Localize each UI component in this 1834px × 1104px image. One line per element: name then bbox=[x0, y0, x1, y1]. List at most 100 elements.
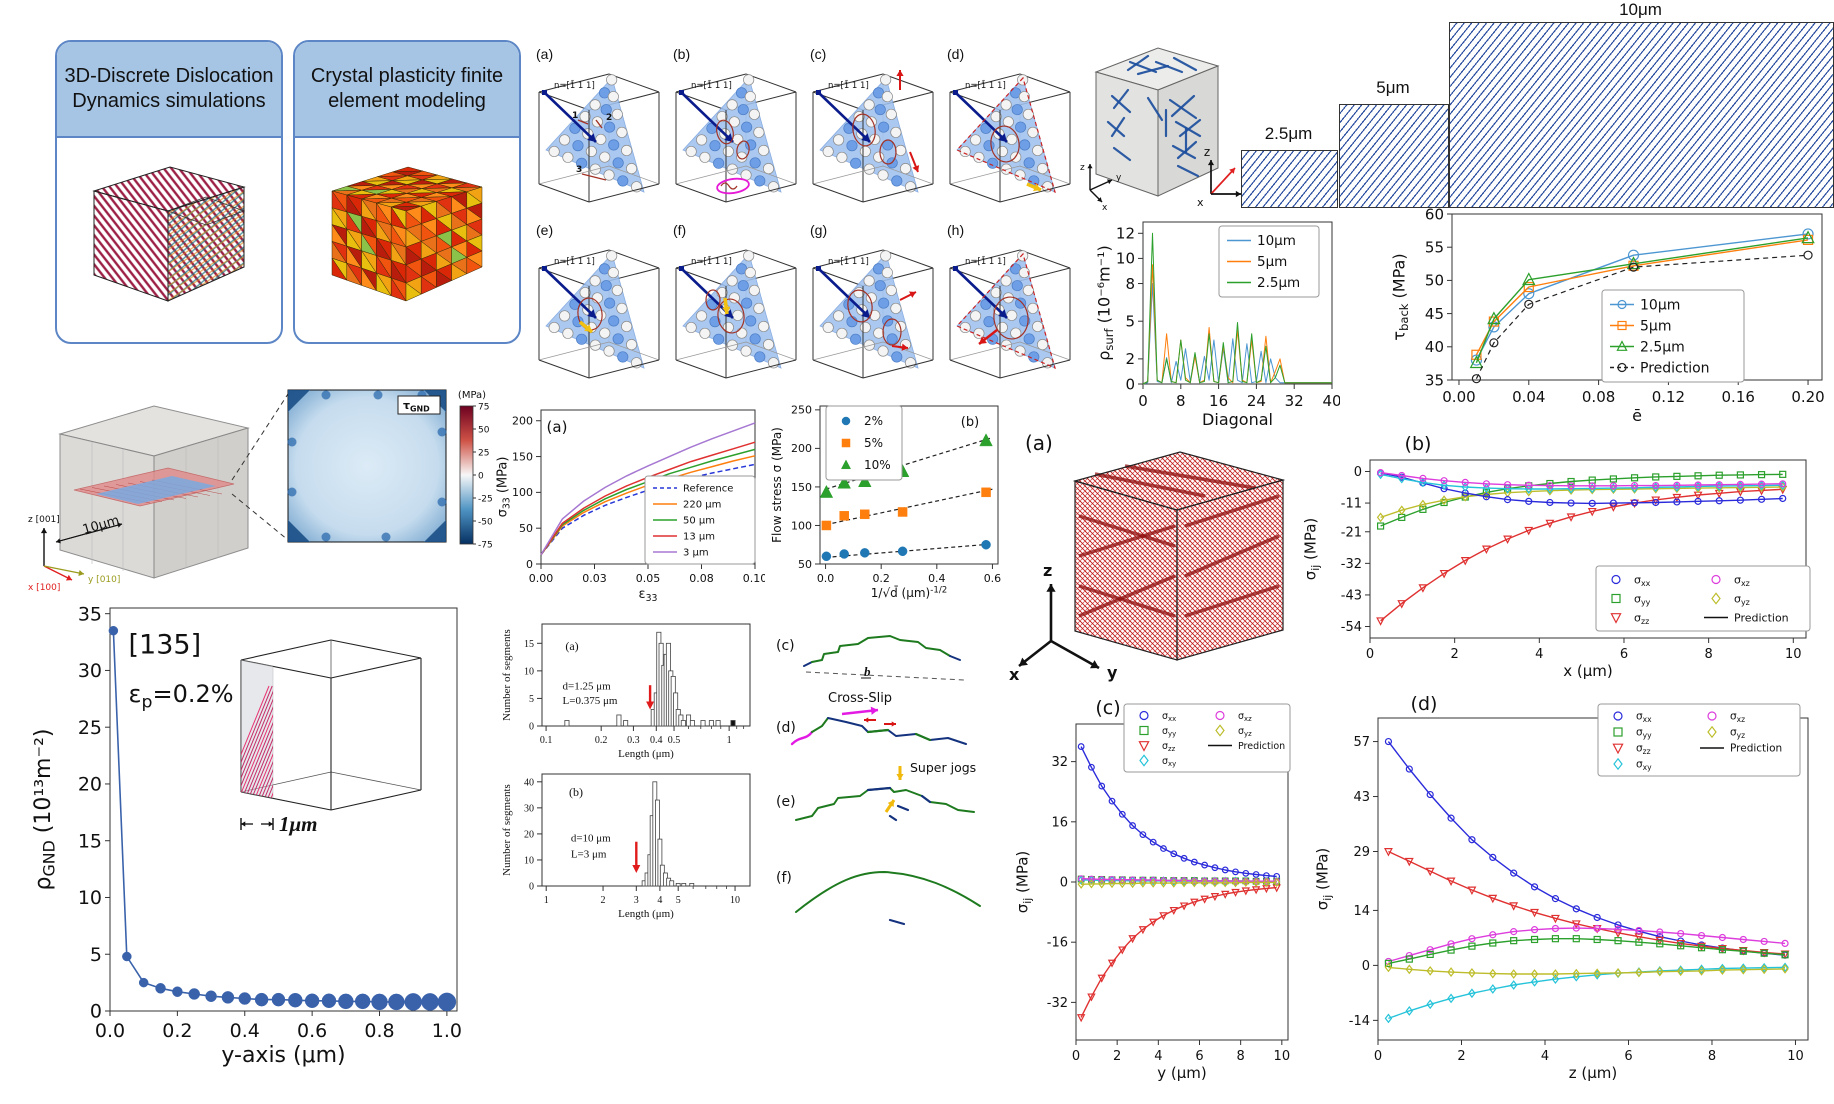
svg-text:z [001]: z [001] bbox=[28, 515, 60, 525]
svg-text:σxx: σxx bbox=[1162, 711, 1176, 723]
svg-text:0: 0 bbox=[529, 882, 534, 893]
svg-text:1μm: 1μm bbox=[279, 812, 318, 836]
svg-text:εp=0.2%: εp=0.2% bbox=[129, 680, 234, 712]
svg-text:43: 43 bbox=[1353, 790, 1370, 805]
svg-text:0.0: 0.0 bbox=[817, 572, 835, 585]
svg-text:0.2: 0.2 bbox=[595, 735, 608, 746]
slip-panel-letter: (c) bbox=[810, 46, 827, 62]
svg-text:σxy: σxy bbox=[1162, 756, 1176, 768]
svg-text:σyy: σyy bbox=[1636, 727, 1652, 740]
ddd-method-title: 3D-Discrete Dislocation Dynamics simulat… bbox=[64, 65, 274, 112]
svg-text:σyy: σyy bbox=[1634, 592, 1651, 606]
svg-text:σzz: σzz bbox=[1634, 611, 1649, 625]
svg-text:55: 55 bbox=[1425, 238, 1444, 256]
svg-text:50: 50 bbox=[1425, 272, 1444, 290]
svg-text:0.6: 0.6 bbox=[984, 572, 1002, 585]
cpfem-method-body bbox=[295, 138, 519, 336]
cpfem-method-title: Crystal plasticity finite element modeli… bbox=[310, 65, 504, 112]
ddd-method-header: 3D-Discrete Dislocation Dynamics simulat… bbox=[57, 42, 281, 138]
svg-text:(b): (b) bbox=[569, 785, 583, 799]
chart-svg-hist_b: 1 2 3 4 5 10 0 10 20 30 40 Length (μm) Number of seg… bbox=[501, 773, 751, 920]
svg-text:(a): (a) bbox=[565, 639, 578, 653]
svg-text:0: 0 bbox=[1072, 1049, 1080, 1064]
slip-panel-c: (c) n=[1̄ 1 1] bbox=[806, 44, 943, 220]
svg-text:8: 8 bbox=[1708, 1049, 1716, 1064]
svg-text:4: 4 bbox=[657, 895, 662, 906]
svg-text:z: z bbox=[1080, 163, 1085, 173]
dislocation-line-sketches: (c) (d) (e) (f) b Cross-Slip Super jogs bbox=[772, 614, 1017, 951]
svg-text:2: 2 bbox=[601, 895, 606, 906]
svg-text:-43: -43 bbox=[1341, 588, 1362, 603]
svg-text:(f): (f) bbox=[776, 870, 792, 886]
dislocation-box-10um bbox=[1449, 22, 1834, 208]
svg-text:14: 14 bbox=[1353, 904, 1370, 919]
svg-text:0.10: 0.10 bbox=[743, 572, 765, 585]
svg-text:16: 16 bbox=[1051, 815, 1068, 830]
svg-text:n=[1̄ 1 1]: n=[1̄ 1 1] bbox=[554, 255, 595, 267]
svg-text:20: 20 bbox=[524, 829, 534, 840]
cpfem-method-header: Crystal plasticity finite element modeli… bbox=[295, 42, 519, 138]
svg-text:8: 8 bbox=[1176, 392, 1186, 410]
svg-text:250: 250 bbox=[791, 404, 812, 417]
segment-cube-figure: z y x bbox=[1078, 38, 1233, 217]
svg-text:d=10 μm: d=10 μm bbox=[571, 833, 611, 845]
svg-text:0.2: 0.2 bbox=[872, 572, 890, 585]
ddd-method-box: 3D-Discrete Dislocation Dynamics simulat… bbox=[55, 40, 283, 344]
svg-text:0.4: 0.4 bbox=[928, 572, 946, 585]
slip-cube-svg: n=[1̄ 1 1] bbox=[812, 70, 934, 203]
svg-text:0.08: 0.08 bbox=[689, 572, 714, 585]
gnd-stress-section: 10μm z [001] x [100] y [010] τGND (MPa) 75 50 25… bbox=[26, 382, 496, 601]
svg-text:σxz: σxz bbox=[1238, 711, 1252, 723]
svg-text:32: 32 bbox=[1051, 755, 1068, 770]
svg-text:100: 100 bbox=[791, 519, 812, 532]
svg-text:35: 35 bbox=[1425, 371, 1444, 389]
svg-text:ρsurf (10⁻⁶m⁻¹): ρsurf (10⁻⁶m⁻¹) bbox=[1094, 245, 1116, 360]
svg-text:0.2: 0.2 bbox=[162, 1020, 192, 1042]
svg-text:40: 40 bbox=[524, 777, 534, 788]
svg-text:n=[1̄ 1 1]: n=[1̄ 1 1] bbox=[691, 255, 732, 267]
svg-text:60: 60 bbox=[1425, 205, 1444, 223]
svg-text:b: b bbox=[864, 664, 871, 679]
svg-text:-16: -16 bbox=[1047, 936, 1068, 951]
svg-text:1/√d̄ (μm)-1/2: 1/√d̄ (μm)-1/2 bbox=[871, 585, 947, 600]
size-comparison-figure: zDyx 2.5μm 5μm 10μm bbox=[1195, 0, 1834, 210]
svg-text:0.5: 0.5 bbox=[668, 735, 681, 746]
svg-text:10: 10 bbox=[730, 895, 740, 906]
svg-text:-11: -11 bbox=[1341, 497, 1362, 512]
svg-text:25: 25 bbox=[478, 449, 489, 459]
svg-text:(e): (e) bbox=[776, 794, 796, 810]
svg-text:30: 30 bbox=[524, 803, 534, 814]
svg-text:σyy: σyy bbox=[1162, 726, 1176, 738]
method-pipeline: 3D-Discrete Dislocation Dynamics simulat… bbox=[55, 40, 521, 344]
slip-panel-letter: (b) bbox=[673, 46, 691, 62]
slip-panel-letter: (h) bbox=[947, 222, 965, 238]
svg-text:10: 10 bbox=[524, 855, 534, 866]
size-label-2p5um: 2.5μm bbox=[1264, 124, 1313, 143]
svg-text:2.5μm: 2.5μm bbox=[1640, 339, 1685, 355]
inset-cube-svg: 1μm bbox=[240, 639, 422, 836]
svg-text:3: 3 bbox=[576, 165, 582, 175]
svg-text:0.6: 0.6 bbox=[297, 1020, 327, 1042]
svg-text:10: 10 bbox=[524, 666, 534, 677]
svg-text:4: 4 bbox=[1535, 647, 1543, 662]
fem-cube-figure bbox=[314, 151, 500, 324]
svg-text:y (μm): y (μm) bbox=[1157, 1064, 1207, 1082]
chart-flow-stress: 0.0 0.2 0.4 0.6 50 100 150 200 250 1/√d̄ (μm)-1/2… bbox=[768, 392, 1008, 619]
svg-text:L=3 μm: L=3 μm bbox=[571, 848, 607, 860]
slip-panel-letter: (g) bbox=[810, 222, 828, 238]
svg-text:10μm: 10μm bbox=[1257, 233, 1296, 249]
svg-text:ē: ē bbox=[1632, 406, 1642, 425]
svg-text:L=0.375 μm: L=0.375 μm bbox=[563, 695, 618, 707]
svg-text:3: 3 bbox=[634, 895, 639, 906]
svg-text:35: 35 bbox=[78, 603, 102, 625]
svg-text:(a): (a) bbox=[547, 418, 568, 436]
svg-text:1: 1 bbox=[727, 735, 732, 746]
dislocation-box-2p5um bbox=[1241, 150, 1338, 208]
svg-text:Reference: Reference bbox=[683, 484, 733, 495]
slip-cube-svg: n=[1̄ 1 1] bbox=[949, 73, 1071, 203]
svg-text:-32: -32 bbox=[1047, 996, 1068, 1011]
chart-tau-back: 0.00 0.04 0.08 0.12 0.16 0.20 35 40 45 50 55 60 ē τba… bbox=[1388, 200, 1834, 437]
svg-text:n=[1̄ 1 1]: n=[1̄ 1 1] bbox=[554, 79, 595, 91]
